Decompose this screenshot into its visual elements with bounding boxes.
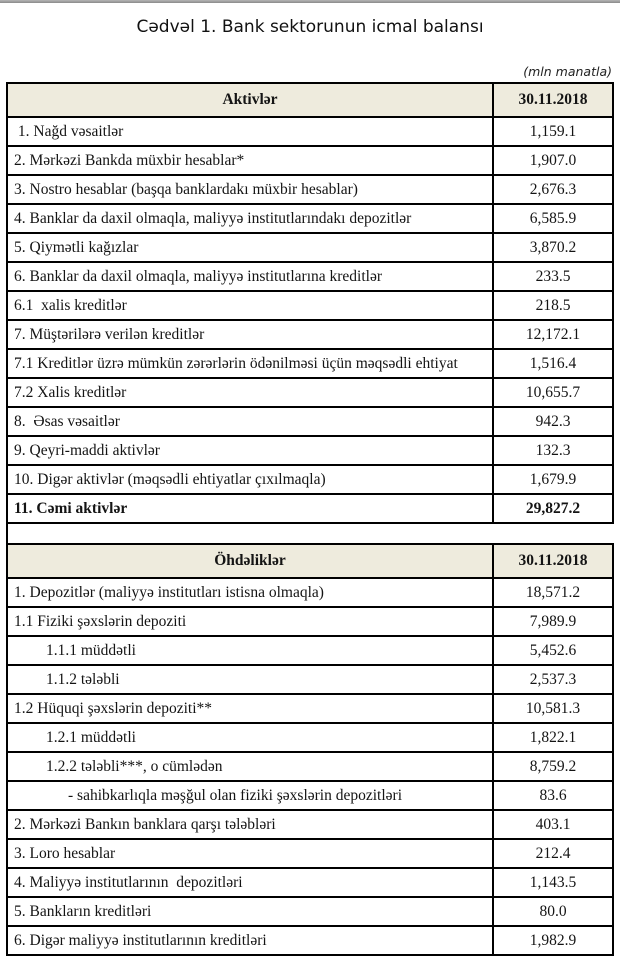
row-label: 4. Banklar da daxil olmaqla, maliyyə ins… — [6, 203, 494, 234]
table-row: 1.2 Hüquqi şəxslərin depoziti** 10,581.3 — [6, 693, 614, 724]
row-label: 1.1.2 tələbli — [6, 664, 494, 695]
row-label: 6. Banklar da daxil olmaqla, maliyyə ins… — [6, 261, 494, 292]
row-value: 1,822.1 — [492, 722, 614, 753]
row-label: 1.2.1 müddətli — [6, 722, 494, 753]
table-row: 1. Nağd vəsaitlər 1,159.1 — [6, 116, 614, 147]
row-label: 5. Bankların kreditləri — [6, 896, 494, 927]
table-row: 1.1.2 tələbli 2,537.3 — [6, 664, 614, 695]
table-row: 7.2 Xalis kreditlər 10,655.7 — [6, 377, 614, 408]
row-label: 5. Qiymətli kağızlar — [6, 232, 494, 263]
table-row: 3. Loro hesablar 212.4 — [6, 838, 614, 869]
row-label: 7.1 Kreditlər üzrə mümkün zərərlərin ödə… — [6, 348, 494, 379]
row-label: 1.2 Hüquqi şəxslərin depoziti** — [6, 693, 494, 724]
table-row: 11. Cəmi aktivlər 29,827.2 — [6, 493, 614, 524]
table-row: 1.2.2 tələbli***, o cümlədən 8,759.2 — [6, 751, 614, 782]
table-row: 7.1 Kreditlər üzrə mümkün zərərlərin ödə… — [6, 348, 614, 379]
row-value: 3,870.2 — [492, 232, 614, 263]
liabilities-header-label: Öhdəliklər — [6, 543, 494, 579]
row-value: 10,581.3 — [492, 693, 614, 724]
row-label: 4. Maliyyə institutlarının depozitləri — [6, 867, 494, 898]
assets-header-date: 30.11.2018 — [492, 82, 614, 118]
row-value: 1,143.5 — [492, 867, 614, 898]
row-value: 18,571.2 — [492, 577, 614, 608]
table-row: 1.2.1 müddətli 1,822.1 — [6, 722, 614, 753]
table-row: 1.1 Fiziki şəxslərin depoziti 7,989.9 — [6, 606, 614, 637]
row-value: 5,452.6 — [492, 635, 614, 666]
assets-header-row: Aktivlər 30.11.2018 — [6, 82, 614, 118]
table-row: 2. Mərkəzi Bankda müxbir hesablar* 1,907.… — [6, 145, 614, 176]
table-row: 9. Qeyri-maddi aktivlər 132.3 — [6, 435, 614, 466]
row-label: 6.1 xalis kreditlər — [6, 290, 494, 321]
table-row: 8. Əsas vəsaitlər 942.3 — [6, 406, 614, 437]
window-top-divider — [0, 0, 620, 3]
row-value: 1,907.0 — [492, 145, 614, 176]
row-value: 2,537.3 — [492, 664, 614, 695]
row-label: 2. Mərkəzi Bankın banklara qarşı tələblə… — [6, 809, 494, 840]
row-label: 1.1.1 müddətli — [6, 635, 494, 666]
table-row: - sahibkarlıqla məşğul olan fiziki şəxsl… — [6, 780, 614, 811]
row-value: 1,159.1 — [492, 116, 614, 147]
table-row: 6.1 xalis kreditlər 218.5 — [6, 290, 614, 321]
row-value: 1,516.4 — [492, 348, 614, 379]
table-row: 7. Müştərilərə verilən kreditlər 12,172.1 — [6, 319, 614, 350]
row-value: 83.6 — [492, 780, 614, 811]
table-row: 1. Depozitlər (maliyyə institutları isti… — [6, 577, 614, 608]
row-value: 233.5 — [492, 261, 614, 292]
unit-note: (mln manatla) — [523, 64, 612, 79]
row-label: 2. Mərkəzi Bankda müxbir hesablar* — [6, 145, 494, 176]
row-value: 942.3 — [492, 406, 614, 437]
table-row: 1.1.1 müddətli 5,452.6 — [6, 635, 614, 666]
table-row: 10. Digər aktivlər (məqsədli ehtiyatlar … — [6, 464, 614, 495]
row-label: 7.2 Xalis kreditlər — [6, 377, 494, 408]
table-row: 4. Banklar da daxil olmaqla, maliyyə ins… — [6, 203, 614, 234]
row-label: 1.1 Fiziki şəxslərin depoziti — [6, 606, 494, 637]
row-value: 6,585.9 — [492, 203, 614, 234]
balance-sheet: (mln manatla) Aktivlər 30.11.2018 1. Nağ… — [6, 64, 614, 956]
page-title: Cədvəl 1. Bank sektorunun icmal balansı — [136, 17, 484, 37]
row-label: 1. Depozitlər (maliyyə institutları isti… — [6, 577, 494, 608]
row-label: 6. Digər maliyyə institutlarının kreditl… — [6, 925, 494, 956]
row-value: 7,989.9 — [492, 606, 614, 637]
table-row: 2. Mərkəzi Bankın banklara qarşı tələblə… — [6, 809, 614, 840]
row-label: 3. Loro hesablar — [6, 838, 494, 869]
row-value: 132.3 — [492, 435, 614, 466]
row-value: 12,172.1 — [492, 319, 614, 350]
row-label: 9. Qeyri-maddi aktivlər — [6, 435, 494, 466]
row-value: 218.5 — [492, 290, 614, 321]
liabilities-table: Öhdəliklər 30.11.2018 1. Depozitlər (mal… — [6, 543, 614, 956]
row-label: 3. Nostro hesablar (başqa banklardakı mü… — [6, 174, 494, 205]
row-label: 7. Müştərilərə verilən kreditlər — [6, 319, 494, 350]
row-value: 80.0 — [492, 896, 614, 927]
row-label: 1.2.2 tələbli***, o cümlədən — [6, 751, 494, 782]
row-value: 1,982.9 — [492, 925, 614, 956]
row-value: 403.1 — [492, 809, 614, 840]
liabilities-header-row: Öhdəliklər 30.11.2018 — [6, 543, 614, 579]
row-value: 10,655.7 — [492, 377, 614, 408]
row-value: 212.4 — [492, 838, 614, 869]
row-label: 10. Digər aktivlər (məqsədli ehtiyatlar … — [6, 464, 494, 495]
liabilities-header-date: 30.11.2018 — [492, 543, 614, 579]
row-value: 2,676.3 — [492, 174, 614, 205]
row-label: 1. Nağd vəsaitlər — [6, 116, 494, 147]
table-row: 5. Bankların kreditləri 80.0 — [6, 896, 614, 927]
table-row: 3. Nostro hesablar (başqa banklardakı mü… — [6, 174, 614, 205]
row-value: 8,759.2 — [492, 751, 614, 782]
table-section-gap — [6, 524, 612, 543]
row-label: 11. Cəmi aktivlər — [6, 493, 494, 524]
row-value: 1,679.9 — [492, 464, 614, 495]
assets-table: Aktivlər 30.11.2018 1. Nağd vəsaitlər 1,1… — [6, 82, 614, 524]
table-row: 6. Banklar da daxil olmaqla, maliyyə ins… — [6, 261, 614, 292]
table-row: 5. Qiymətli kağızlar 3,870.2 — [6, 232, 614, 263]
row-label: - sahibkarlıqla məşğul olan fiziki şəxsl… — [6, 780, 494, 811]
assets-header-label: Aktivlər — [6, 82, 494, 118]
table-row: 4. Maliyyə institutlarının depozitləri 1,… — [6, 867, 614, 898]
table-row: 6. Digər maliyyə institutlarının kreditl… — [6, 925, 614, 956]
row-label: 8. Əsas vəsaitlər — [6, 406, 494, 437]
row-value: 29,827.2 — [492, 493, 614, 524]
